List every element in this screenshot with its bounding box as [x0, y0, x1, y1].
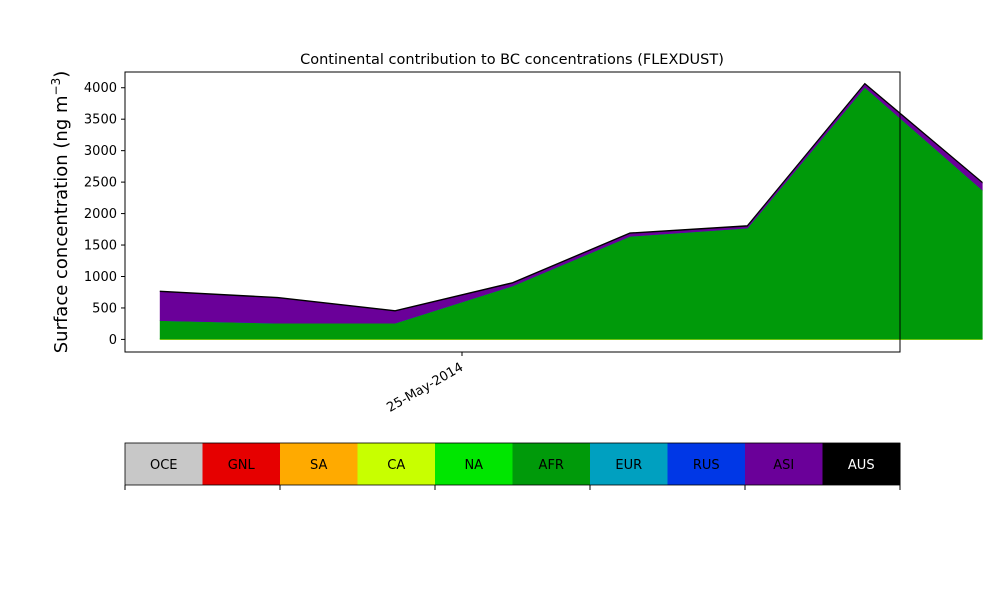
legend-label-aus: AUS [848, 458, 875, 473]
legend-label-oce: OCE [150, 458, 178, 473]
legend-frame [124, 442, 901, 486]
legend-swatch-rus [667, 443, 746, 485]
legend-swatch-afr [512, 443, 591, 485]
y-tick-label: 1500 [84, 239, 117, 254]
chart-title: Continental contribution to BC concentra… [300, 52, 724, 68]
y-tick-label: 1000 [84, 270, 117, 285]
plot-frame [124, 71, 901, 353]
plot-area: 0 500 1000 1500 2000 2500 3000 3500 4000 25-May-… [84, 71, 983, 416]
area-aus [159, 82, 983, 312]
legend-swatch-eur [590, 443, 668, 485]
legend-label-ca: CA [387, 458, 405, 473]
legend-label-afr: AFR [539, 458, 564, 473]
y-tick-label: 2000 [84, 207, 117, 222]
legend-swatch-asi [745, 443, 823, 485]
y-axis-label-exponent: −3 [49, 78, 63, 96]
legend-swatch-sa [280, 443, 358, 485]
y-axis-label-main: Surface concentration (ng m [51, 95, 72, 353]
legend-swatch-ca [357, 443, 436, 485]
y-tick-label: 4000 [84, 81, 117, 96]
legend-swatch-gnl [202, 443, 281, 485]
legend-label-rus: RUS [693, 458, 720, 473]
legend-swatch-oce [125, 443, 203, 485]
legend-label-sa: SA [310, 458, 327, 473]
x-axis: 25-May-2014 [384, 352, 466, 416]
legend-label-na: NA [464, 458, 483, 473]
y-axis: 0 500 1000 1500 2000 2500 3000 3500 4000 [84, 81, 125, 348]
y-tick-label: 2500 [84, 176, 117, 191]
legend-label-asi: ASI [773, 458, 794, 473]
y-tick-label: 3000 [84, 144, 117, 159]
legend-label-gnl: GNL [228, 458, 256, 473]
y-tick-label: 500 [92, 301, 117, 316]
y-axis-label: Surface concentration (ng m−3) [49, 71, 72, 354]
y-tick-label: 0 [109, 333, 117, 348]
x-tick-label: 25-May-2014 [384, 360, 466, 416]
legend-swatch-na [435, 443, 513, 485]
legend-swatch-aus [822, 443, 901, 485]
legend-label-eur: EUR [615, 458, 642, 473]
area-series-group [159, 82, 983, 340]
legend-colorbar: OCE GNL SA CA NA AFR EUR RUS ASI AUS [124, 442, 901, 490]
y-tick-label: 3500 [84, 113, 117, 128]
y-axis-label-close: ) [51, 71, 72, 78]
